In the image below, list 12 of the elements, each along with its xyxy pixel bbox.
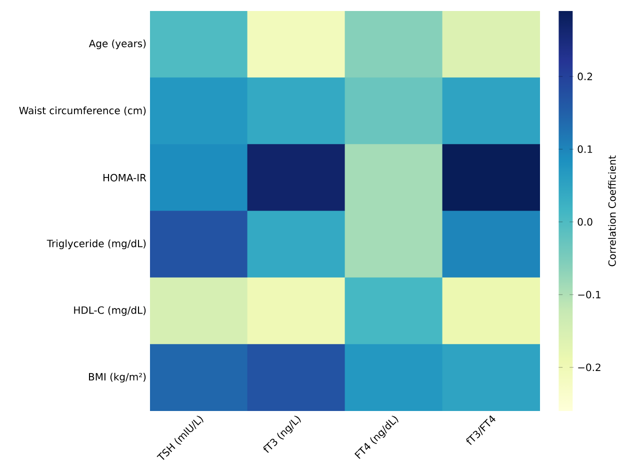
color-bar-label: −0.1: [578, 290, 600, 298]
color-bar-label: 0.0: [578, 218, 592, 226]
color-bar-label: 0.2: [578, 72, 592, 80]
color-bar-label: 0.1: [578, 145, 592, 153]
y-tick-label: Waist circumference (cm): [19, 106, 146, 116]
y-tick-label: HOMA-IR: [103, 174, 146, 182]
color-bar-label: −0.2: [578, 364, 600, 372]
y-tick-label: Age (years): [88, 40, 146, 50]
y-tick-label: HDL-C (mg/dL): [74, 306, 146, 316]
y-tick-label: BMI (kg/m²): [89, 372, 146, 382]
color-bar-title: Correlation Coefficient: [608, 155, 616, 266]
y-tick-label: Triglyceride (mg/dL): [46, 240, 146, 250]
